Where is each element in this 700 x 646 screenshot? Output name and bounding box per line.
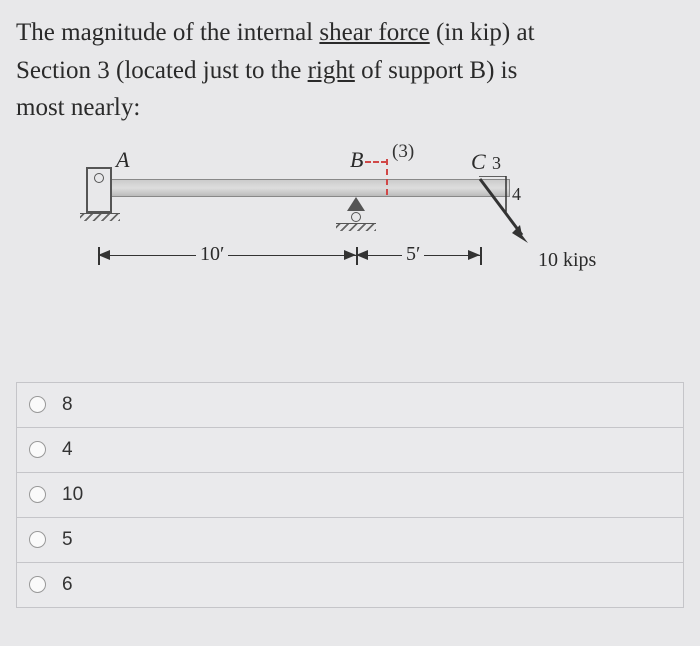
option-label: 4	[62, 439, 73, 461]
label-c: C	[471, 149, 486, 175]
pin-hinge-icon	[94, 173, 104, 183]
q-line1-ul: shear force	[319, 19, 429, 46]
option-row[interactable]: 6	[16, 563, 684, 608]
dim-arrow-1l	[98, 250, 110, 260]
slope-h: 3	[492, 153, 501, 174]
section-cut-line	[386, 159, 388, 195]
label-a: A	[116, 147, 129, 173]
option-row[interactable]: 4	[16, 428, 684, 473]
radio-icon[interactable]	[29, 441, 46, 458]
force-label: 10 kips	[534, 249, 600, 272]
dim-label-2: 5′	[402, 243, 424, 266]
q-line2-post: of support B) is	[355, 57, 518, 84]
beam-diagram: A B C (3) 3 4 10 kips 10′	[66, 147, 626, 357]
dim-arrow-2r	[468, 250, 480, 260]
roller-support-b	[347, 197, 365, 222]
dim-arrow-2l	[356, 250, 368, 260]
q-line3: most nearly:	[16, 94, 140, 121]
q-line1-pre: The magnitude of the internal	[16, 19, 319, 46]
radio-icon[interactable]	[29, 486, 46, 503]
dim-label-1: 10′	[196, 243, 228, 266]
radio-icon[interactable]	[29, 576, 46, 593]
roller-circle-icon	[351, 212, 361, 222]
section-label: (3)	[392, 141, 414, 163]
dim-tick-3	[480, 247, 482, 265]
option-label: 5	[62, 529, 73, 551]
answer-options: 8 4 10 5 6	[16, 382, 684, 608]
question-text: The magnitude of the internal shear forc…	[16, 14, 684, 127]
option-label: 6	[62, 574, 73, 596]
section-cut-tick	[365, 161, 387, 163]
beam	[100, 179, 510, 197]
q-line1-post: (in kip) at	[430, 19, 535, 46]
dim-arrow-1r	[344, 250, 356, 260]
q-line2-pre: Section 3 (located just to the	[16, 57, 308, 84]
ground-hatch-b	[336, 223, 376, 231]
pin-support-a	[86, 167, 112, 213]
option-row[interactable]: 5	[16, 518, 684, 563]
ground-hatch-a	[80, 213, 120, 221]
label-b: B	[350, 147, 363, 173]
radio-icon[interactable]	[29, 396, 46, 413]
option-row[interactable]: 10	[16, 473, 684, 518]
option-label: 10	[62, 484, 83, 506]
option-label: 8	[62, 394, 73, 416]
q-line2-ul: right	[308, 57, 355, 84]
radio-icon[interactable]	[29, 531, 46, 548]
option-row[interactable]: 8	[16, 382, 684, 428]
roller-triangle-icon	[347, 197, 365, 211]
